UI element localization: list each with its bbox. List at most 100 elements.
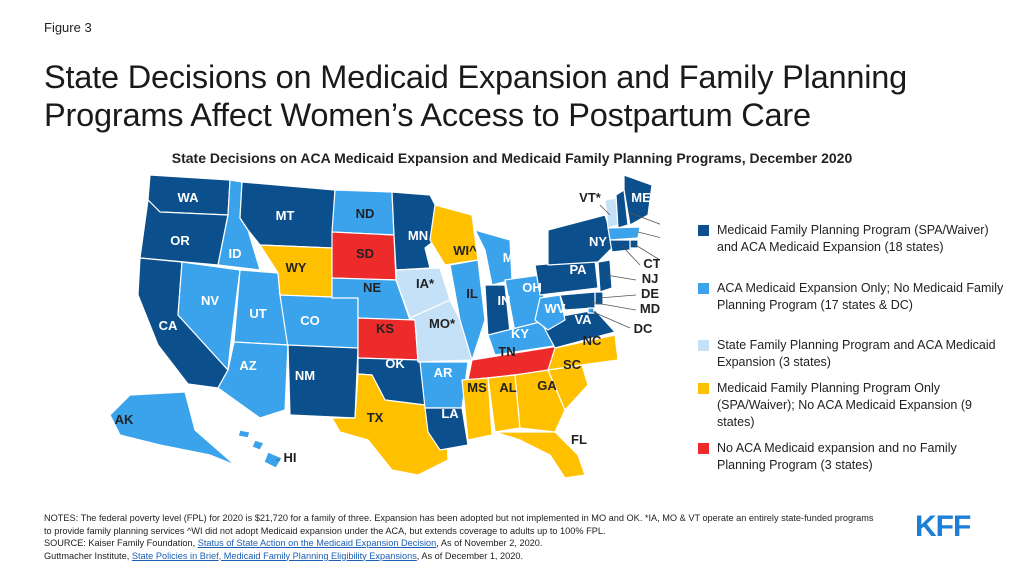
state-label-fl: FL (571, 432, 587, 447)
state-label-tn: TN (498, 344, 515, 359)
state-label-nj: NJ (642, 271, 659, 286)
state-label-sc: SC (563, 357, 582, 372)
leader-line-ma (637, 231, 660, 238)
state-shape-ak (109, 391, 236, 466)
state-label-nm: NM (295, 368, 315, 383)
state-shape-nv (177, 261, 241, 371)
state-shape-la (424, 407, 469, 451)
state-label-wy: WY (286, 260, 307, 275)
guttmacher-source-link[interactable]: State Policies in Brief, Medicaid Family… (131, 550, 417, 561)
map-subtitle: State Decisions on ACA Medicaid Expansio… (171, 150, 853, 166)
guttmacher-prefix: Guttmacher Institute, (44, 550, 132, 561)
state-shape-me (623, 174, 653, 226)
source-suffix: , As of November 2, 2020. (436, 538, 543, 548)
state-shape-hi (237, 429, 283, 469)
state-label-sd: SD (356, 246, 374, 261)
state-label-ky: KY (511, 326, 529, 341)
state-shape-wv (534, 294, 566, 331)
state-label-il: IL (466, 286, 478, 301)
legend-swatch-4 (698, 383, 709, 394)
state-label-va: VA (574, 312, 592, 327)
notes-text: NOTES: The federal poverty level (FPL) f… (44, 513, 874, 536)
state-label-mn: MN (408, 228, 428, 243)
source-prefix: SOURCE: Kaiser Family Foundation, (44, 538, 198, 548)
guttmacher-line: Guttmacher Institute, State Policies in … (44, 550, 874, 563)
legend-item-3: State Family Planning Program and ACA Me… (698, 337, 1007, 371)
state-label-wi: WI^ (453, 243, 477, 258)
us-map: WA OR CA ID NV UT AZ MT WY CO NM ND SD NE KS OK TX MN IA* M… (109, 174, 660, 479)
state-label-ar: AR (434, 365, 453, 380)
legend-swatch-3 (698, 340, 709, 351)
state-shape-ct (609, 239, 631, 253)
state-label-ct: CT (643, 256, 660, 271)
state-label-ne: NE (363, 280, 381, 295)
leader-line-vt (599, 204, 611, 216)
state-shape-nc (547, 334, 619, 371)
state-label-mi: MI (503, 250, 517, 265)
state-label-ia: IA* (416, 276, 435, 291)
state-shape-il (449, 259, 486, 361)
legend-item-4: Medicaid Family Planning Program Only (S… (698, 380, 1007, 431)
state-shape-ga (514, 369, 566, 433)
leader-line-de (598, 294, 637, 299)
legend-label-1: Medicaid Family Planning Program (SPA/Wa… (717, 223, 989, 254)
state-label-id: ID (229, 246, 242, 261)
state-label-oh: OH (522, 280, 542, 295)
state-label-ks: KS (376, 321, 394, 336)
legend-swatch-1 (698, 225, 709, 236)
state-label-in: IN (498, 293, 511, 308)
state-label-mt: MT (276, 208, 295, 223)
state-label-ny: NY (589, 234, 607, 249)
state-label-ok: OK (385, 356, 405, 371)
state-label-az: AZ (239, 358, 256, 373)
state-shape-fl (494, 431, 586, 479)
footnotes: NOTES: The federal poverty level (FPL) f… (44, 512, 874, 562)
leader-line-nj (605, 274, 637, 281)
state-label-nd: ND (356, 206, 375, 221)
source-line: SOURCE: Kaiser Family Foundation, Status… (44, 537, 874, 550)
state-label-nc: NC (583, 333, 602, 348)
leader-line-dc (590, 310, 631, 329)
state-label-de: DE (641, 286, 659, 301)
legend-item-5: No ACA Medicaid expansion and no Family … (698, 440, 1007, 474)
state-label-ut: UT (249, 306, 266, 321)
legend-label-4: Medicaid Family Planning Program Only (S… (717, 381, 972, 429)
page-title: State Decisions on Medicaid Expansion an… (44, 59, 907, 133)
state-label-vt: VT* (579, 190, 602, 205)
state-label-me: ME (631, 190, 651, 205)
state-label-wa: WA (178, 190, 200, 205)
legend-label-2: ACA Medicaid Expansion Only; No Medicaid… (717, 281, 1004, 312)
guttmacher-suffix: , As of December 1, 2020. (416, 550, 524, 561)
leader-line-ct (621, 245, 641, 266)
legend-swatch-2 (698, 283, 709, 294)
leader-line-ri (633, 243, 660, 261)
state-shape-ma (607, 226, 641, 241)
leader-line-md (589, 301, 637, 311)
state-label-ca: CA (159, 318, 178, 333)
state-label-co: CO (300, 313, 320, 328)
kff-logo: KFF (915, 510, 971, 543)
state-shape-ny (547, 214, 616, 266)
state-label-ga: GA (537, 378, 557, 393)
state-shape-md (559, 291, 596, 311)
state-shape-tx (331, 373, 449, 476)
state-label-tx: TX (367, 410, 384, 425)
figure-label: Figure 3 (44, 20, 92, 35)
state-label-ms: MS (467, 380, 487, 395)
state-label-la: LA (441, 406, 459, 421)
state-label-hi: HI (284, 450, 297, 465)
state-label-nv: NV (201, 293, 219, 308)
state-label-al: AL (499, 380, 516, 395)
legend-label-5: No ACA Medicaid expansion and no Family … (717, 441, 957, 472)
state-shape-nj (597, 259, 613, 293)
state-shape-pa (534, 259, 599, 296)
state-label-or: OR (170, 233, 190, 248)
state-label-pa: PA (569, 262, 587, 277)
legend-item-2: ACA Medicaid Expansion Only; No Medicaid… (698, 280, 1007, 314)
state-shape-nh (615, 189, 629, 229)
kff-source-link[interactable]: Status of State Action on the Medicaid E… (197, 538, 437, 548)
state-shape-mi (474, 229, 513, 286)
state-label-wv: WV (545, 301, 566, 316)
legend-label-3: State Family Planning Program and ACA Me… (717, 338, 996, 369)
legend-item-1: Medicaid Family Planning Program (SPA/Wa… (698, 222, 1007, 256)
